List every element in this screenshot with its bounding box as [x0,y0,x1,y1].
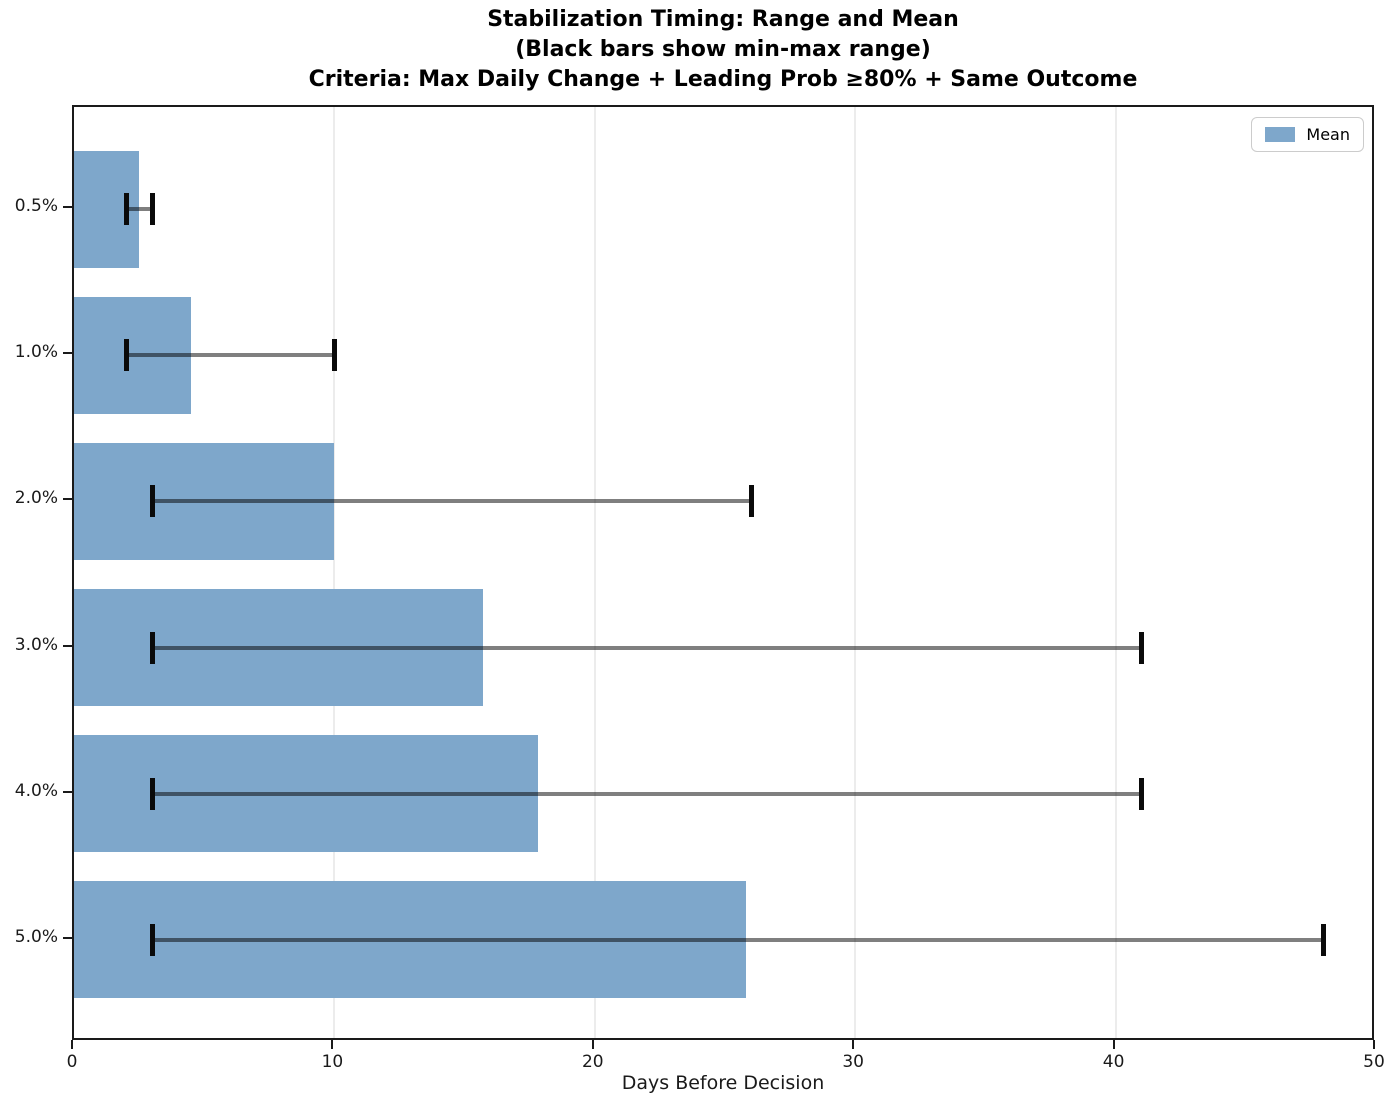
x-tick-mark-30 [852,1040,855,1049]
y-tick-mark-5.0% [63,936,72,939]
error-cap-max-1.0% [331,339,337,372]
y-tick-mark-3.0% [63,644,72,647]
x-tick-label-50: 50 [1363,1052,1385,1072]
x-axis-label: Days Before Decision [621,1072,825,1094]
x-tick-mark-50 [1373,1040,1375,1049]
x-tick-mark-10 [331,1040,334,1049]
legend-label-mean: Mean [1306,125,1350,144]
y-tick-label-5.0%: 5.0% [14,926,58,947]
chart-title-line-3: Criteria: Max Daily Change + Leading Pro… [308,67,1138,92]
gridline-x-10 [333,107,336,1038]
error-cap-min-3.0% [149,631,155,664]
error-cap-max-2.0% [748,485,754,518]
gridline-x-20 [593,107,596,1038]
y-tick-label-2.0%: 2.0% [14,488,58,509]
error-line-3.0% [152,645,1142,650]
error-cap-min-0.5% [123,193,129,226]
x-tick-label-20: 20 [581,1052,604,1072]
y-tick-label-3.0%: 3.0% [14,634,58,655]
chart-title: Stabilization Timing: Range and Mean (Bl… [72,5,1374,95]
y-tick-mark-2.0% [63,498,72,501]
chart-title-line-2: (Black bars show min-max range) [515,37,931,62]
x-tick-label-0: 0 [66,1052,78,1072]
legend: Mean [1251,117,1364,152]
y-tick-mark-4.0% [63,790,72,793]
error-cap-min-1.0% [123,339,129,372]
x-tick-label-40: 40 [1102,1052,1125,1072]
y-tick-label-0.5%: 0.5% [14,196,58,217]
error-line-0.5% [126,207,153,212]
x-tick-mark-20 [591,1040,594,1049]
error-line-2.0% [152,499,752,504]
plot-area: Mean [72,105,1374,1040]
x-tick-mark-0 [71,1040,73,1049]
error-cap-min-2.0% [149,485,155,518]
gridline-x-30 [854,107,857,1038]
y-tick-mark-0.5% [63,206,72,209]
x-tick-label-10: 10 [321,1052,344,1072]
chart-title-line-1: Stabilization Timing: Range and Mean [487,7,959,32]
x-tick-mark-40 [1112,1040,1115,1049]
y-tick-label-1.0%: 1.0% [14,342,58,363]
error-cap-max-0.5% [149,193,155,226]
error-cap-max-5.0% [1321,923,1327,956]
error-line-4.0% [152,791,1142,796]
error-cap-max-3.0% [1139,631,1145,664]
y-tick-mark-1.0% [63,352,72,355]
x-tick-label-30: 30 [842,1052,864,1072]
error-cap-min-4.0% [149,777,155,810]
error-line-5.0% [152,937,1324,942]
gridline-x-40 [1114,107,1117,1038]
error-cap-max-4.0% [1139,777,1145,810]
y-tick-label-4.0%: 4.0% [14,780,58,801]
error-line-1.0% [126,353,335,358]
legend-swatch-mean [1265,127,1296,142]
error-cap-min-5.0% [149,923,155,956]
